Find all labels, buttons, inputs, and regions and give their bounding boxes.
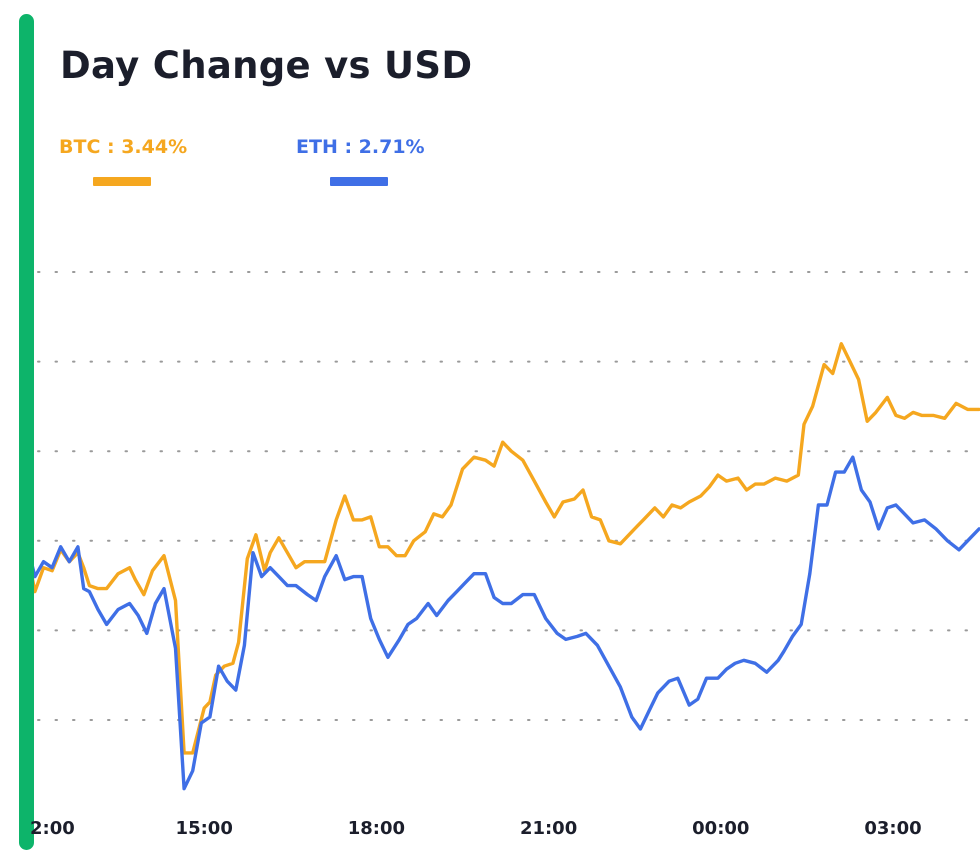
x-tick-label-4: 00:00 bbox=[692, 818, 749, 839]
legend-item-eth[interactable]: ETH : 2.71% bbox=[296, 136, 425, 186]
series-line-btc[interactable] bbox=[32, 342, 980, 755]
x-tick-label-1: 15:00 bbox=[176, 818, 233, 839]
accent-bar bbox=[19, 14, 34, 850]
x-tick-label-5: 03:00 bbox=[864, 818, 921, 839]
legend-swatch-btc bbox=[93, 177, 151, 186]
series-line-eth[interactable] bbox=[32, 455, 980, 791]
legend-swatch-eth bbox=[330, 177, 388, 186]
x-axis-ticks: 2:00 15:00 18:00 21:00 00:00 03:00 bbox=[30, 818, 922, 839]
x-tick-label-0: 2:00 bbox=[30, 818, 75, 839]
x-tick-label-2: 18:00 bbox=[348, 818, 405, 839]
series-layer bbox=[32, 342, 980, 791]
grid-layer bbox=[37, 271, 980, 721]
chart-title: Day Change vs USD bbox=[60, 44, 473, 87]
legend-item-btc[interactable]: BTC : 3.44% bbox=[59, 136, 188, 186]
x-tick-label-3: 21:00 bbox=[520, 818, 577, 839]
legend-label-btc: BTC : 3.44% bbox=[59, 136, 188, 158]
legend-label-eth: ETH : 2.71% bbox=[296, 136, 425, 158]
